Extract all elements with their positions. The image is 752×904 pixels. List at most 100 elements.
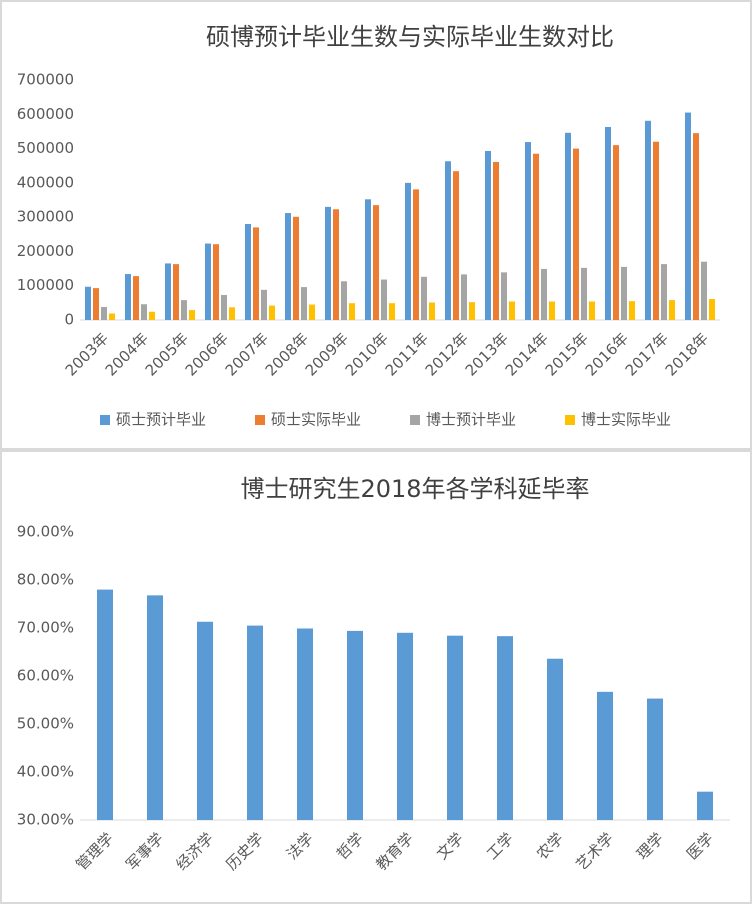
legend-label: 硕士预计毕业: [116, 411, 206, 429]
x-tick-label: 法学: [283, 829, 317, 863]
bar: [309, 304, 315, 320]
bar: [469, 302, 475, 320]
bar: [485, 150, 491, 320]
bar: [341, 281, 347, 320]
bar: [581, 267, 587, 320]
x-tick-label: 2016年: [582, 329, 632, 379]
x-tick-label: 2018年: [662, 329, 712, 379]
x-tick-label: 历史学: [222, 829, 267, 874]
bar: [685, 112, 691, 320]
bar: [125, 274, 131, 320]
chart: 硕博预计毕业生数与实际毕业生数对比 0 100000 200000 300000 4000…: [2, 2, 750, 448]
bar: [547, 658, 563, 820]
bar: [349, 303, 355, 320]
x-tick-label: 2004年: [102, 329, 152, 379]
legend-swatch: [255, 415, 265, 425]
bar: [429, 302, 435, 320]
y-tick-label: 700000: [17, 71, 74, 89]
y-tick-label: 50.00%: [17, 715, 74, 733]
y-tick-label: 400000: [17, 173, 74, 191]
y-tick-label: 200000: [17, 242, 74, 260]
x-tick-label: 文学: [433, 829, 467, 863]
bar: [669, 300, 675, 320]
bar: [347, 630, 363, 820]
x-tick-label: 医学: [683, 829, 717, 863]
bar: [133, 276, 139, 320]
bar: [365, 199, 371, 320]
bar: [621, 266, 627, 320]
bar: [247, 625, 263, 820]
bar: [453, 171, 459, 320]
bar: [573, 148, 579, 320]
bar: [701, 261, 707, 320]
bar: [509, 301, 515, 320]
x-tick-label: 2008年: [262, 329, 312, 379]
chart-title: 硕博预计毕业生数与实际毕业生数对比: [206, 23, 614, 51]
x-tick-label: 农学: [533, 829, 567, 863]
bar: [497, 636, 513, 820]
legend-swatch: [565, 415, 575, 425]
bar: [493, 161, 499, 320]
bar: [301, 287, 307, 320]
x-tick-label: 哲学: [333, 829, 367, 863]
bar: [645, 120, 651, 320]
legend-label: 博士实际毕业: [581, 411, 671, 429]
bar: [293, 216, 299, 320]
bar: [697, 791, 713, 820]
bar: [221, 294, 227, 320]
bar: [93, 288, 99, 320]
x-tick-label: 管理学: [72, 829, 117, 874]
x-tick-label: 2017年: [622, 329, 672, 379]
legend-label: 博士预计毕业: [426, 411, 516, 429]
x-tick-label: 2006年: [182, 329, 232, 379]
bar: [245, 224, 251, 320]
bar: [373, 205, 379, 320]
bar: [647, 698, 663, 820]
bar: [325, 206, 331, 320]
bar: [381, 279, 387, 320]
bar: [261, 289, 267, 320]
bar: [541, 268, 547, 320]
bar: [229, 307, 235, 320]
bar: [629, 301, 635, 320]
bar: [85, 286, 91, 320]
bar: [333, 209, 339, 320]
bar: [285, 213, 291, 320]
bar: [605, 126, 611, 320]
y-tick-label: 30.00%: [17, 811, 74, 829]
chart-title: 博士研究生2018年各学科延毕率: [240, 475, 589, 503]
y-tick-label: 60.00%: [17, 667, 74, 685]
x-tick-label: 2013年: [462, 329, 512, 379]
x-tick-label: 2010年: [342, 329, 392, 379]
bar: [525, 142, 531, 320]
x-tick-label: 艺术学: [572, 829, 617, 874]
bar: [461, 274, 467, 320]
bar: [147, 595, 163, 820]
y-tick-label: 100000: [17, 276, 74, 294]
bar: [253, 227, 259, 320]
bar: [413, 189, 419, 320]
x-tick-label: 2011年: [382, 329, 432, 379]
bar: [389, 303, 395, 320]
legend-swatch: [100, 415, 110, 425]
x-tick-label: 2014年: [502, 329, 552, 379]
x-tick-label: 理学: [633, 829, 667, 863]
bar: [173, 264, 179, 320]
bar: [653, 141, 659, 320]
x-tick-label: 工学: [483, 829, 517, 863]
legend-swatch: [410, 415, 420, 425]
bar: [165, 263, 171, 320]
bar: [597, 691, 613, 820]
bar: [661, 264, 667, 320]
bar: [213, 244, 219, 320]
y-tick-label: 0: [64, 311, 74, 329]
bar: [97, 589, 113, 820]
x-tick-label: 2015年: [542, 329, 592, 379]
x-tick-label: 军事学: [122, 829, 167, 874]
x-tick-label: 2009年: [302, 329, 352, 379]
bar: [445, 161, 451, 320]
y-tick-label: 300000: [17, 208, 74, 226]
x-tick-label: 2003年: [62, 329, 112, 379]
bar: [447, 635, 463, 820]
